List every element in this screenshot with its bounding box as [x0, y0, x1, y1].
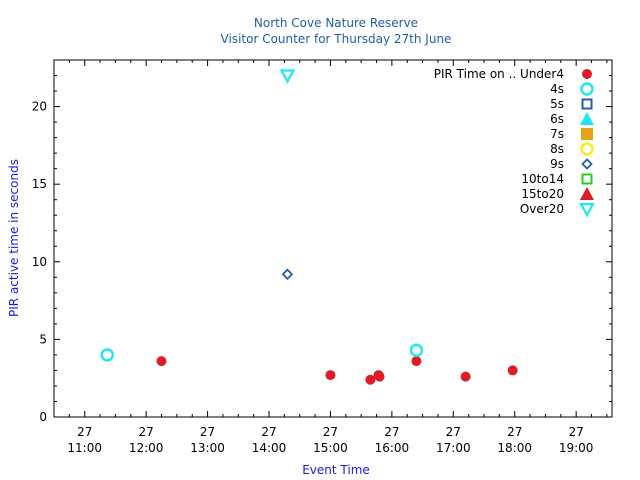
x-tick-time: 16:00 — [375, 441, 410, 455]
point-9s — [281, 268, 294, 280]
x-tick-day: 27 — [569, 425, 584, 439]
y-tick-label: 10 — [32, 255, 47, 269]
legend-label: PIR Time on .. Under4 — [434, 67, 564, 81]
legend-marker-6s — [580, 112, 594, 125]
y-tick-label: 5 — [39, 332, 47, 346]
x-tick-time: 19:00 — [559, 441, 594, 455]
legend-marker-over20 — [579, 202, 595, 218]
legend-label: 15to20 — [521, 187, 564, 201]
x-tick-time: 17:00 — [436, 441, 471, 455]
chart-title: North Cove Nature Reserve — [254, 16, 418, 30]
legend-marker-15to20 — [580, 187, 594, 200]
plot-frame — [53, 59, 613, 418]
x-tick-day: 27 — [261, 425, 276, 439]
legend: PIR Time on .. Under44s5s6s7s8s9s10to141… — [434, 67, 595, 218]
point-under4 — [460, 371, 471, 382]
data-points — [100, 69, 518, 385]
legend-marker-4s — [580, 82, 594, 96]
point-under4 — [411, 356, 422, 367]
legend-label: 9s — [550, 157, 564, 171]
x-tick-day: 27 — [77, 425, 92, 439]
x-tick-time: 18:00 — [497, 441, 532, 455]
y-tick-label: 15 — [32, 177, 47, 191]
legend-label: 6s — [550, 112, 564, 126]
legend-marker-10to14 — [581, 173, 593, 185]
y-axis: 0 5 10 15 20 — [32, 59, 612, 424]
x-axis-label: Event Time — [302, 463, 370, 477]
y-tick-label: 20 — [32, 100, 47, 114]
x-tick-day: 27 — [139, 425, 154, 439]
point-under4 — [374, 371, 385, 382]
y-tick-label: 0 — [39, 410, 47, 424]
y-axis-label: PIR active time in seconds — [7, 159, 21, 317]
point-under4 — [507, 365, 518, 376]
x-tick-time: 12:00 — [129, 441, 164, 455]
x-tick-time: 15:00 — [313, 441, 348, 455]
legend-marker-under4 — [582, 69, 592, 79]
legend-label: 10to14 — [521, 172, 564, 186]
x-tick-day: 27 — [446, 425, 461, 439]
x-tick-day: 27 — [507, 425, 522, 439]
chart-subtitle: Visitor Counter for Thursday 27th June — [221, 32, 452, 46]
x-tick-time: 11:00 — [67, 441, 102, 455]
point-under4 — [365, 374, 376, 385]
point-4s — [100, 348, 114, 362]
x-tick-time: 13:00 — [190, 441, 225, 455]
point-under4 — [325, 370, 336, 381]
legend-label: 4s — [550, 82, 564, 96]
legend-label: 5s — [550, 97, 564, 111]
legend-label: 8s — [550, 142, 564, 156]
x-tick-time: 14:00 — [252, 441, 287, 455]
legend-marker-9s — [581, 158, 593, 170]
x-tick-day: 27 — [200, 425, 215, 439]
legend-marker-8s — [580, 142, 594, 156]
point-over20 — [279, 69, 296, 84]
x-axis: 27 11:00 27 12:00 27 13:00 27 14:00 27 15:00 27 16:… — [53, 60, 608, 455]
legend-label: Over20 — [520, 202, 564, 216]
point-4s — [409, 343, 424, 357]
point-under4 — [156, 356, 167, 367]
legend-label: 7s — [550, 127, 564, 141]
x-tick-day: 27 — [384, 425, 399, 439]
legend-marker-7s — [581, 128, 593, 140]
legend-marker-5s — [581, 98, 593, 110]
x-tick-day: 27 — [323, 425, 338, 439]
